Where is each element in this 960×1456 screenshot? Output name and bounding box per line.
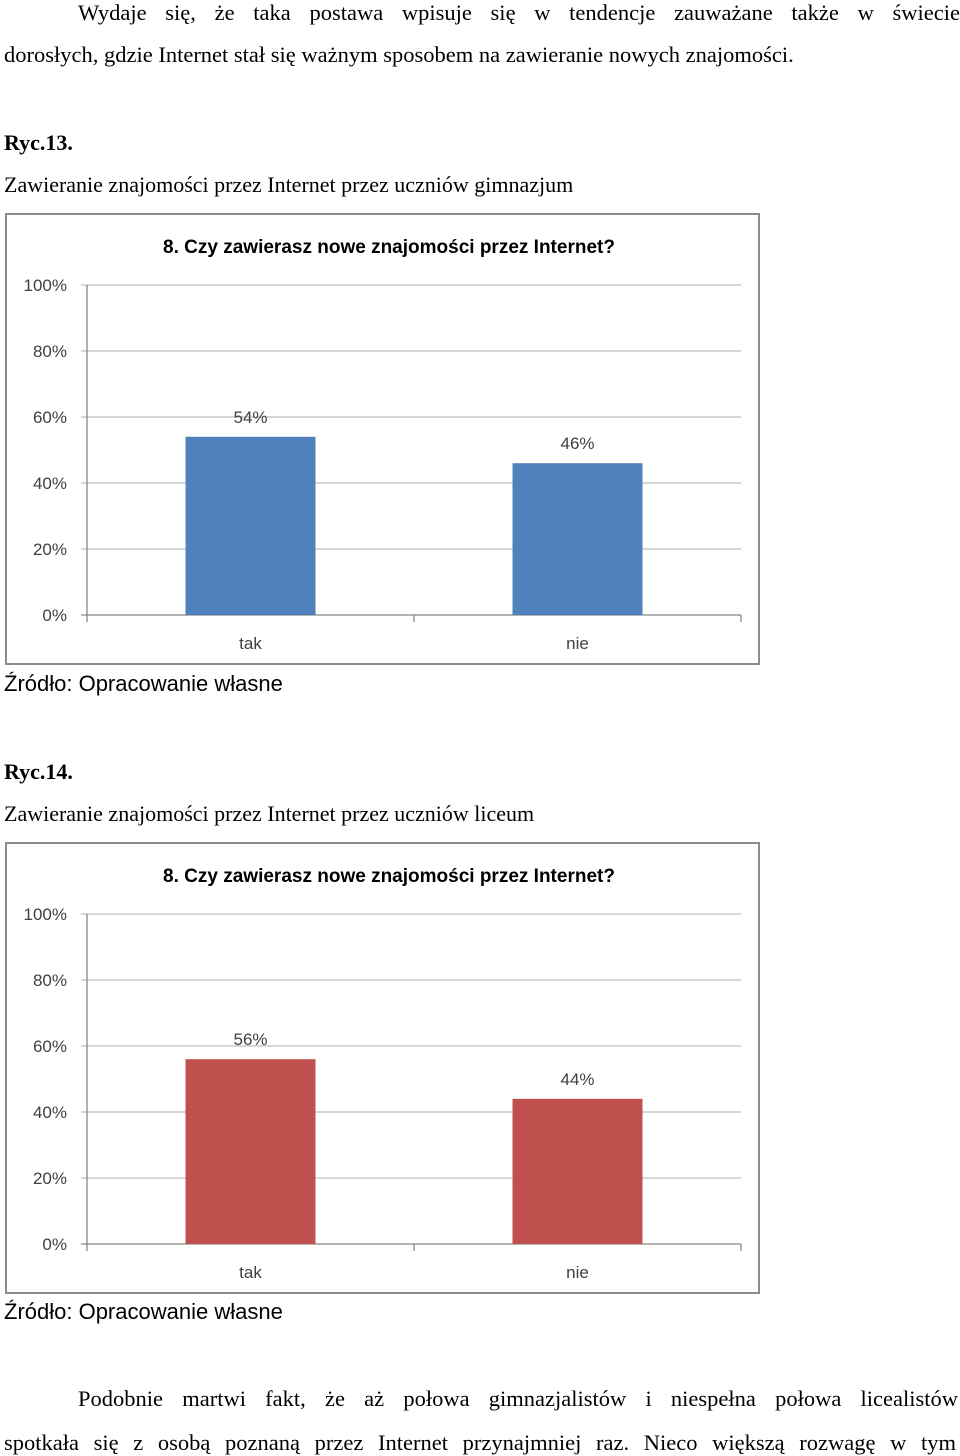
chart-14-ytick-label: 60% <box>33 1037 67 1056</box>
figure-13-label: Ryc.13. <box>4 130 73 155</box>
figure-14-caption: Zawieranie znajomości przez Internet prz… <box>4 801 535 826</box>
figure-13-source: Źródło: Opracowanie własne <box>4 671 283 696</box>
chart-13-frame: 8. Czy zawierasz nowe znajomości przez I… <box>5 213 760 665</box>
chart-14-ytick-label: 100% <box>24 905 67 924</box>
chart-14-ytick-label: 80% <box>33 971 67 990</box>
chart-14-category-label: tak <box>239 1263 262 1282</box>
chart-14: 8. Czy zawierasz nowe znajomości przez I… <box>24 866 742 1282</box>
chart-14-data-label: 44% <box>560 1070 594 1089</box>
chart-14-ytick-label: 20% <box>33 1169 67 1188</box>
figure-13-caption: Zawieranie znajomości przez Internet prz… <box>4 172 574 197</box>
chart-13-data-label: 46% <box>560 434 594 453</box>
chart-13-ytick-label: 40% <box>33 474 67 493</box>
chart-14-bar-tak <box>185 1059 316 1244</box>
chart-13-ytick-label: 80% <box>33 342 67 361</box>
chart-13-ytick-label: 20% <box>33 540 67 559</box>
paragraph-top-line-2: dorosłych, gdzie Internet stał się ważny… <box>4 42 794 67</box>
chart-14-ytick-label: 0% <box>42 1235 67 1254</box>
paragraph-bottom-line-1: Podobnie martwi fakt, że aż połowa gimna… <box>78 1386 958 1411</box>
figure-14-label: Ryc.14. <box>4 759 73 784</box>
chart-14-category-label: nie <box>566 1263 589 1282</box>
chart-13-bar-tak <box>185 436 316 615</box>
chart-13-category-label: tak <box>239 634 262 653</box>
figure-14-source: Źródło: Opracowanie własne <box>4 1299 283 1324</box>
chart-14-title: 8. Czy zawierasz nowe znajomości przez I… <box>163 866 615 887</box>
chart-13-data-label: 54% <box>233 408 267 427</box>
chart-13: 8. Czy zawierasz nowe znajomości przez I… <box>24 237 742 653</box>
chart-14-bar-nie <box>512 1098 643 1244</box>
chart-13-category-label: nie <box>566 634 589 653</box>
chart-14-frame: 8. Czy zawierasz nowe znajomości przez I… <box>5 842 760 1294</box>
chart-13-bar-nie <box>512 463 643 615</box>
chart-13-title: 8. Czy zawierasz nowe znajomości przez I… <box>163 237 615 258</box>
chart-13-ytick-label: 60% <box>33 408 67 427</box>
chart-14-ytick-label: 40% <box>33 1103 67 1122</box>
chart-13-ytick-label: 0% <box>42 606 67 625</box>
chart-14-data-label: 56% <box>233 1030 267 1049</box>
chart-13-ytick-label: 100% <box>24 276 67 295</box>
paragraph-top-line-1: Wydaje się, że taka postawa wpisuje się … <box>78 0 960 25</box>
paragraph-bottom-line-2: spotkała się z osobą poznaną przez Inter… <box>4 1430 956 1455</box>
